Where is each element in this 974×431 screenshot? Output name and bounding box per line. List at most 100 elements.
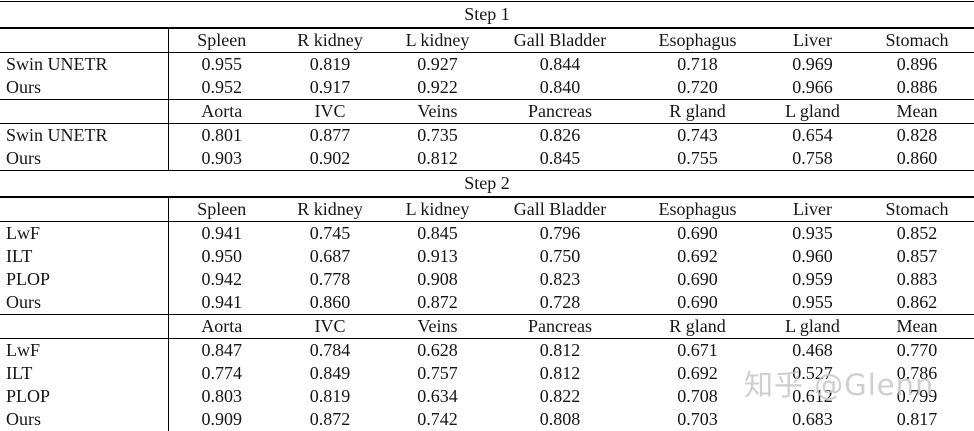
table-cell: 0.750 [539, 246, 581, 266]
table-cell: 0.735 [417, 125, 458, 145]
column-header-row: Spleen R kidney L kidney Gall Bladder Esopha… [0, 27, 974, 53]
table-cell: 0.886 [896, 77, 938, 97]
section-title-row: Step 2 [0, 170, 974, 198]
table-cell: 0.903 [201, 148, 243, 168]
table-row: Ours 0.903 0.902 0.812 0.845 0.755 0.758 0.860 [0, 147, 974, 171]
table-row: LwF 0.941 0.745 0.845 0.796 0.690 0.935 0.852 [0, 221, 974, 245]
table-cell: 0.799 [896, 386, 938, 406]
table-cell: 0.687 [309, 246, 351, 266]
table-cell: 0.803 [201, 386, 243, 406]
row-label: ILT [0, 362, 169, 385]
column-header: Mean [860, 99, 974, 124]
table-cell: 0.758 [792, 148, 833, 168]
column-header: Aorta [168, 99, 275, 124]
table-cell: 0.690 [677, 269, 718, 289]
column-header: L gland [765, 314, 860, 339]
table-cell: 0.952 [201, 77, 243, 97]
column-header: Esophagus [630, 196, 765, 222]
table-cell: 0.812 [417, 148, 458, 168]
section-title: Step 2 [0, 170, 974, 198]
row-label: LwF [0, 338, 169, 362]
column-header: Stomach [860, 27, 974, 53]
table-cell: 0.468 [792, 340, 833, 360]
row-label-header-cell [0, 99, 169, 124]
row-label: Ours [0, 76, 169, 100]
table-cell: 0.718 [677, 54, 718, 74]
table-cell: 0.796 [539, 223, 581, 243]
table-cell: 0.877 [309, 125, 351, 145]
table-row: Ours 0.941 0.860 0.872 0.728 0.690 0.955 0.862 [0, 291, 974, 315]
table-cell: 0.950 [201, 246, 243, 266]
table-cell: 0.774 [201, 363, 243, 383]
table-cell: 0.955 [792, 292, 833, 312]
table-cell: 0.860 [309, 292, 351, 312]
table-cell: 0.917 [309, 77, 351, 97]
column-header: Spleen [168, 27, 275, 53]
table-cell: 0.922 [417, 77, 458, 97]
column-header: Liver [765, 196, 860, 222]
table-cell: 0.909 [168, 408, 275, 431]
row-label-header-cell [0, 196, 169, 222]
table-cell: 0.692 [677, 363, 718, 383]
table-cell: 0.908 [417, 269, 458, 289]
table-cell: 0.743 [677, 125, 718, 145]
table-cell: 0.857 [896, 246, 938, 266]
column-header: Aorta [168, 314, 275, 339]
column-header: L kidney [385, 27, 490, 53]
table-cell: 0.849 [309, 363, 351, 383]
table-cell: 0.845 [539, 148, 581, 168]
column-header: Pancreas [490, 99, 630, 124]
column-header: Gall Bladder [490, 196, 630, 222]
row-label: PLOP [0, 268, 169, 291]
table-cell: 0.690 [677, 292, 718, 312]
column-header: R kidney [275, 27, 385, 53]
table-cell: 0.628 [417, 340, 458, 360]
row-label: Swin UNETR [0, 52, 169, 76]
table-cell: 0.757 [417, 363, 458, 383]
table-cell: 0.527 [792, 363, 833, 383]
column-header: L kidney [385, 196, 490, 222]
table-cell: 0.720 [677, 77, 718, 97]
table-cell: 0.770 [896, 340, 938, 360]
table-cell: 0.612 [792, 386, 833, 406]
row-label: Swin UNETR [0, 123, 169, 147]
row-label: PLOP [0, 385, 169, 408]
table-cell: 0.902 [309, 148, 351, 168]
column-header: IVC [275, 99, 385, 124]
table-cell: 0.812 [539, 340, 581, 360]
table-cell: 0.822 [539, 386, 581, 406]
table-cell: 0.755 [677, 148, 718, 168]
table-cell: 0.927 [417, 54, 458, 74]
table-row: Ours 0.952 0.917 0.922 0.840 0.720 0.966 0.886 [0, 76, 974, 100]
column-header-row: Spleen R kidney L kidney Gall Bladder Esopha… [0, 196, 974, 222]
column-header: IVC [275, 314, 385, 339]
table-cell: 0.786 [896, 363, 938, 383]
column-header-row: Aorta IVC Veins Pancreas R gland L gland Mean [0, 314, 974, 339]
column-header: Mean [860, 314, 974, 339]
row-label-header-cell [0, 27, 169, 53]
section-title: Step 1 [0, 1, 974, 29]
row-label: Ours [0, 408, 169, 431]
table-cell: 0.844 [539, 54, 581, 74]
column-header: R gland [630, 99, 765, 124]
table-cell: 0.862 [896, 292, 938, 312]
table-cell: 0.852 [896, 223, 938, 243]
table-row: LwF 0.847 0.784 0.628 0.812 0.671 0.468 0.770 [0, 338, 974, 362]
table-cell: 0.860 [896, 148, 938, 168]
table-cell: 0.935 [792, 223, 833, 243]
table-row: Ours 0.909 0.872 0.742 0.808 0.703 0.683 0.817 [0, 408, 974, 431]
table-cell: 0.941 [201, 223, 243, 243]
column-header: R gland [630, 314, 765, 339]
table-cell: 0.847 [201, 340, 243, 360]
table-cell: 0.808 [490, 408, 630, 431]
table-cell: 0.784 [309, 340, 351, 360]
table-cell: 0.708 [677, 386, 718, 406]
table-cell: 0.683 [765, 408, 860, 431]
column-header: Veins [385, 99, 490, 124]
table-cell: 0.955 [201, 54, 243, 74]
table-cell: 0.823 [539, 269, 581, 289]
table-cell: 0.654 [792, 125, 833, 145]
table-cell: 0.801 [201, 125, 243, 145]
table-row: PLOP 0.942 0.778 0.908 0.823 0.690 0.959 0.883 [0, 268, 974, 291]
